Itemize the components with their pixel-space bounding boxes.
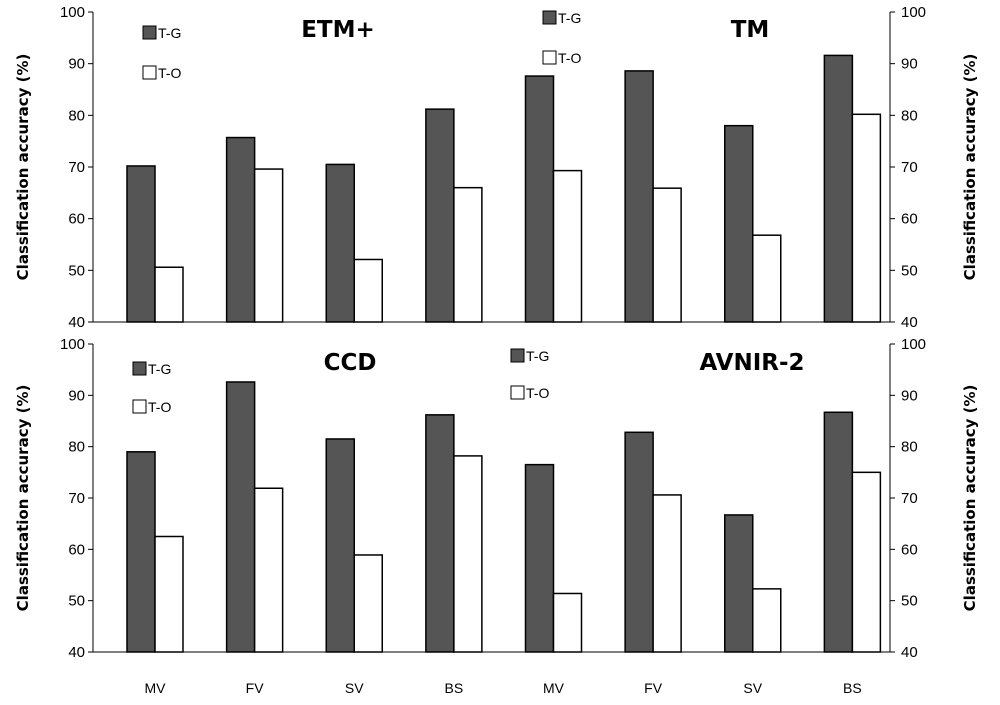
- x-category-label: SV: [345, 680, 364, 696]
- legend-label-t-g: T-G: [158, 25, 181, 41]
- x-category-label: FV: [246, 680, 265, 696]
- bar-avnir-2-t-o: [851, 471, 882, 653]
- bar-ccd-t-o: [353, 554, 383, 653]
- bar-avnir-2-t-g: [724, 514, 754, 653]
- y-tick-label-left: 70: [68, 159, 85, 176]
- y-tick-label-left: 60: [68, 541, 85, 558]
- bar-avnir-2-t-g: [524, 463, 555, 653]
- y-tick-label-left: 100: [60, 336, 85, 353]
- legend-label-t-g: T-G: [558, 10, 581, 26]
- bar-ccd-t-g: [225, 381, 256, 653]
- legend-swatch-t-g: [542, 10, 557, 25]
- x-category-label: FV: [644, 680, 663, 696]
- panel-title: AVNIR-2: [699, 350, 804, 376]
- y-tick-label-left: 40: [68, 314, 85, 331]
- y-tick-label-right: 90: [901, 56, 918, 73]
- x-category-label: BS: [445, 680, 464, 696]
- bar-ccd-t-g: [425, 414, 455, 653]
- y-tick-label-left: 70: [68, 490, 85, 507]
- bar-tm-t-o: [552, 169, 583, 323]
- legend-swatch-t-g: [142, 25, 157, 40]
- bar-avnir-2-t-o: [752, 588, 782, 653]
- x-category-label: SV: [743, 680, 762, 696]
- legend-label-t-o: T-O: [158, 65, 181, 81]
- legend-swatch-t-o: [142, 65, 157, 80]
- legend-label-t-o: T-O: [148, 399, 171, 415]
- legend-swatch-t-g: [510, 348, 525, 363]
- legend-swatch-t-g: [132, 361, 147, 376]
- bar-tm-t-o: [652, 187, 682, 323]
- y-tick-label-right: 40: [901, 314, 918, 331]
- y-tick-label-right: 60: [901, 541, 918, 558]
- bar-tm-t-g: [823, 54, 854, 323]
- bar-ccd-t-o: [253, 487, 284, 653]
- x-category-label: MV: [543, 680, 565, 696]
- bar-etm--t-o: [353, 258, 383, 323]
- bar-tm-t-g: [524, 75, 555, 323]
- panel-bottom-right-axis-title: Classification accuracy (%): [961, 385, 979, 612]
- x-category-label: BS: [843, 680, 862, 696]
- y-tick-label-right: 60: [901, 211, 918, 228]
- legend-label-t-o: T-O: [558, 50, 581, 66]
- y-tick-label-right: 70: [901, 159, 918, 176]
- y-tick-label-left: 60: [68, 211, 85, 228]
- bar-etm--t-o: [154, 266, 184, 323]
- legend-label-t-g: T-G: [526, 348, 549, 364]
- panel-top-right-axis-title: Classification accuracy (%): [961, 54, 979, 281]
- bar-etm--t-o: [453, 186, 483, 323]
- legend-swatch-t-o: [132, 399, 147, 414]
- y-tick-label-right: 80: [901, 107, 918, 124]
- y-tick-label-left: 90: [68, 387, 85, 404]
- bar-tm-t-g: [724, 124, 754, 323]
- panel-title: ETM+: [301, 17, 375, 43]
- y-tick-label-right: 100: [901, 336, 926, 353]
- y-tick-label-left: 50: [68, 262, 85, 279]
- y-tick-label-right: 80: [901, 439, 918, 456]
- y-tick-label-left: 100: [60, 4, 85, 21]
- y-tick-label-right: 90: [901, 387, 918, 404]
- x-category-label: MV: [145, 680, 167, 696]
- bar-ccd-t-o: [154, 535, 184, 653]
- bar-etm--t-g: [325, 163, 355, 323]
- bar-avnir-2-t-g: [823, 411, 854, 653]
- y-tick-label-left: 90: [68, 56, 85, 73]
- y-tick-label-right: 40: [901, 644, 918, 661]
- bar-ccd-t-g: [126, 451, 156, 653]
- panel-title: CCD: [324, 350, 377, 376]
- panel-top-left-axis-title: Classification accuracy (%): [14, 54, 32, 281]
- y-tick-label-left: 80: [68, 439, 85, 456]
- y-tick-label-left: 50: [68, 593, 85, 610]
- y-tick-label-left: 40: [68, 644, 85, 661]
- bar-avnir-2-t-o: [552, 592, 583, 653]
- y-tick-label-right: 100: [901, 4, 926, 21]
- bar-avnir-2-t-g: [624, 431, 654, 653]
- bar-etm--t-g: [425, 108, 455, 323]
- bar-ccd-t-g: [325, 438, 355, 653]
- panel-bottom-left-axis-title: Classification accuracy (%): [14, 385, 32, 612]
- panel-title: TM: [731, 17, 770, 43]
- y-tick-label-right: 50: [901, 593, 918, 610]
- legend-label-t-o: T-O: [526, 385, 549, 401]
- legend-swatch-t-o: [510, 385, 525, 400]
- y-tick-label-right: 50: [901, 262, 918, 279]
- bar-etm--t-g: [225, 136, 256, 323]
- bar-etm--t-g: [126, 165, 156, 323]
- y-tick-label-left: 80: [68, 107, 85, 124]
- bar-ccd-t-o: [453, 455, 483, 653]
- y-tick-label-right: 70: [901, 490, 918, 507]
- legend-label-t-g: T-G: [148, 361, 171, 377]
- bar-tm-t-o: [851, 113, 882, 323]
- bar-tm-t-o: [752, 234, 782, 323]
- legend-swatch-t-o: [542, 50, 557, 65]
- bar-tm-t-g: [624, 70, 654, 323]
- bar-etm--t-o: [253, 168, 284, 323]
- bar-avnir-2-t-o: [652, 494, 682, 653]
